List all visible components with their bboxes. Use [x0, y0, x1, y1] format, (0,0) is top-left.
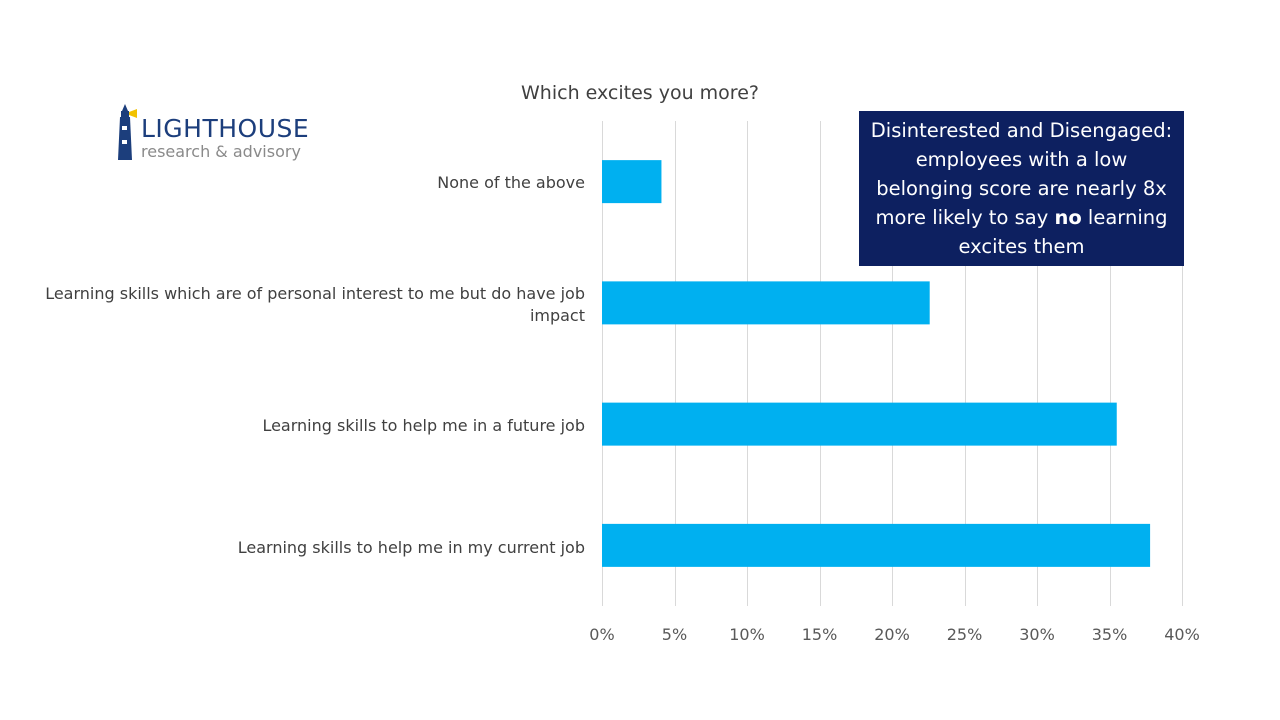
x-tick-label: 30% [1019, 625, 1055, 644]
bar [602, 523, 1151, 567]
callout-box: Disinterested and Disengaged: employees … [859, 111, 1184, 266]
x-axis-ticks: 0% 5% 10% 15% 20% 25% 30% 35% 40% [589, 625, 1199, 644]
lighthouse-icon [118, 104, 137, 160]
x-tick-label: 5% [662, 625, 687, 644]
x-tick-label: 40% [1164, 625, 1200, 644]
bars [602, 160, 1151, 567]
category-label: Learning skills which are of personal in… [45, 284, 585, 325]
callout-text: Disinterested and Disengaged: employees … [869, 116, 1174, 261]
callout-text-start: Disinterested and Disengaged: employees … [870, 119, 1173, 229]
x-tick-label: 25% [947, 625, 983, 644]
callout-text-end: learning excites them [958, 206, 1168, 258]
callout-emphasis: no [1054, 206, 1082, 229]
category-label: Learning skills to help me in a future j… [262, 416, 585, 435]
category-label: Learning skills to help me in my current… [237, 538, 585, 557]
logo-title: LIGHTHOUSE [141, 114, 310, 143]
lighthouse-logo: LIGHTHOUSE research & advisory [112, 104, 312, 164]
x-tick-label: 15% [802, 625, 838, 644]
bar [602, 281, 930, 325]
x-tick-label: 10% [729, 625, 765, 644]
chart-title: Which excites you more? [521, 82, 759, 104]
x-tick-label: 0% [589, 625, 614, 644]
bar [602, 160, 662, 204]
logo-subtitle: research & advisory [141, 142, 301, 161]
category-label: None of the above [437, 173, 585, 192]
x-tick-label: 20% [874, 625, 910, 644]
bar [602, 402, 1117, 446]
x-tick-label: 35% [1092, 625, 1128, 644]
